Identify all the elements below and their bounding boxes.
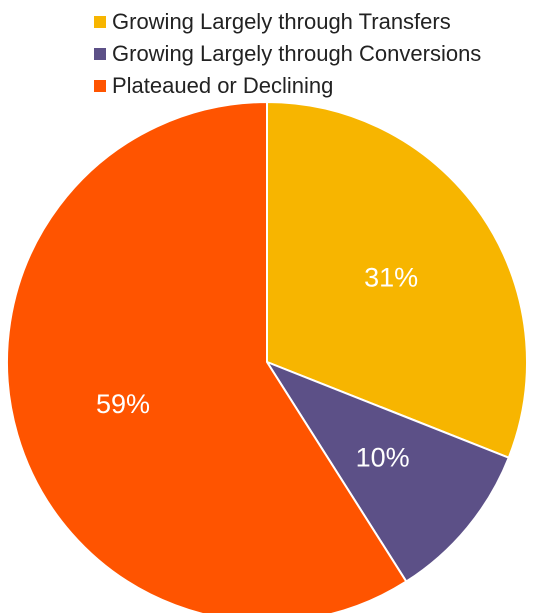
- pie-slice-plateaued: [6, 100, 408, 613]
- legend-label-transfers: Growing Largely through Transfers: [112, 9, 451, 34]
- legend-swatch-conversions: [94, 48, 106, 60]
- pie-slice-transfers: [266, 100, 528, 460]
- legend-label-plateaued: Plateaued or Declining: [112, 73, 334, 98]
- pie-slices: [6, 100, 528, 613]
- legend-item-plateaued: Plateaued or Declining: [94, 70, 481, 102]
- data-label-conversions: 10%: [356, 443, 410, 473]
- legend-swatch-plateaued: [94, 80, 106, 92]
- legend-item-transfers: Growing Largely through Transfers: [94, 6, 481, 38]
- legend-swatch-transfers: [94, 16, 106, 28]
- data-label-transfers: 31%: [364, 263, 418, 293]
- pie-data-labels: 31% 10% 59%: [96, 263, 418, 473]
- legend-item-conversions: Growing Largely through Conversions: [94, 38, 481, 70]
- data-label-plateaued: 59%: [96, 389, 150, 419]
- pie-slice-conversions: [264, 359, 511, 583]
- chart-legend: Growing Largely through Transfers Growin…: [94, 6, 481, 102]
- legend-label-conversions: Growing Largely through Conversions: [112, 41, 482, 66]
